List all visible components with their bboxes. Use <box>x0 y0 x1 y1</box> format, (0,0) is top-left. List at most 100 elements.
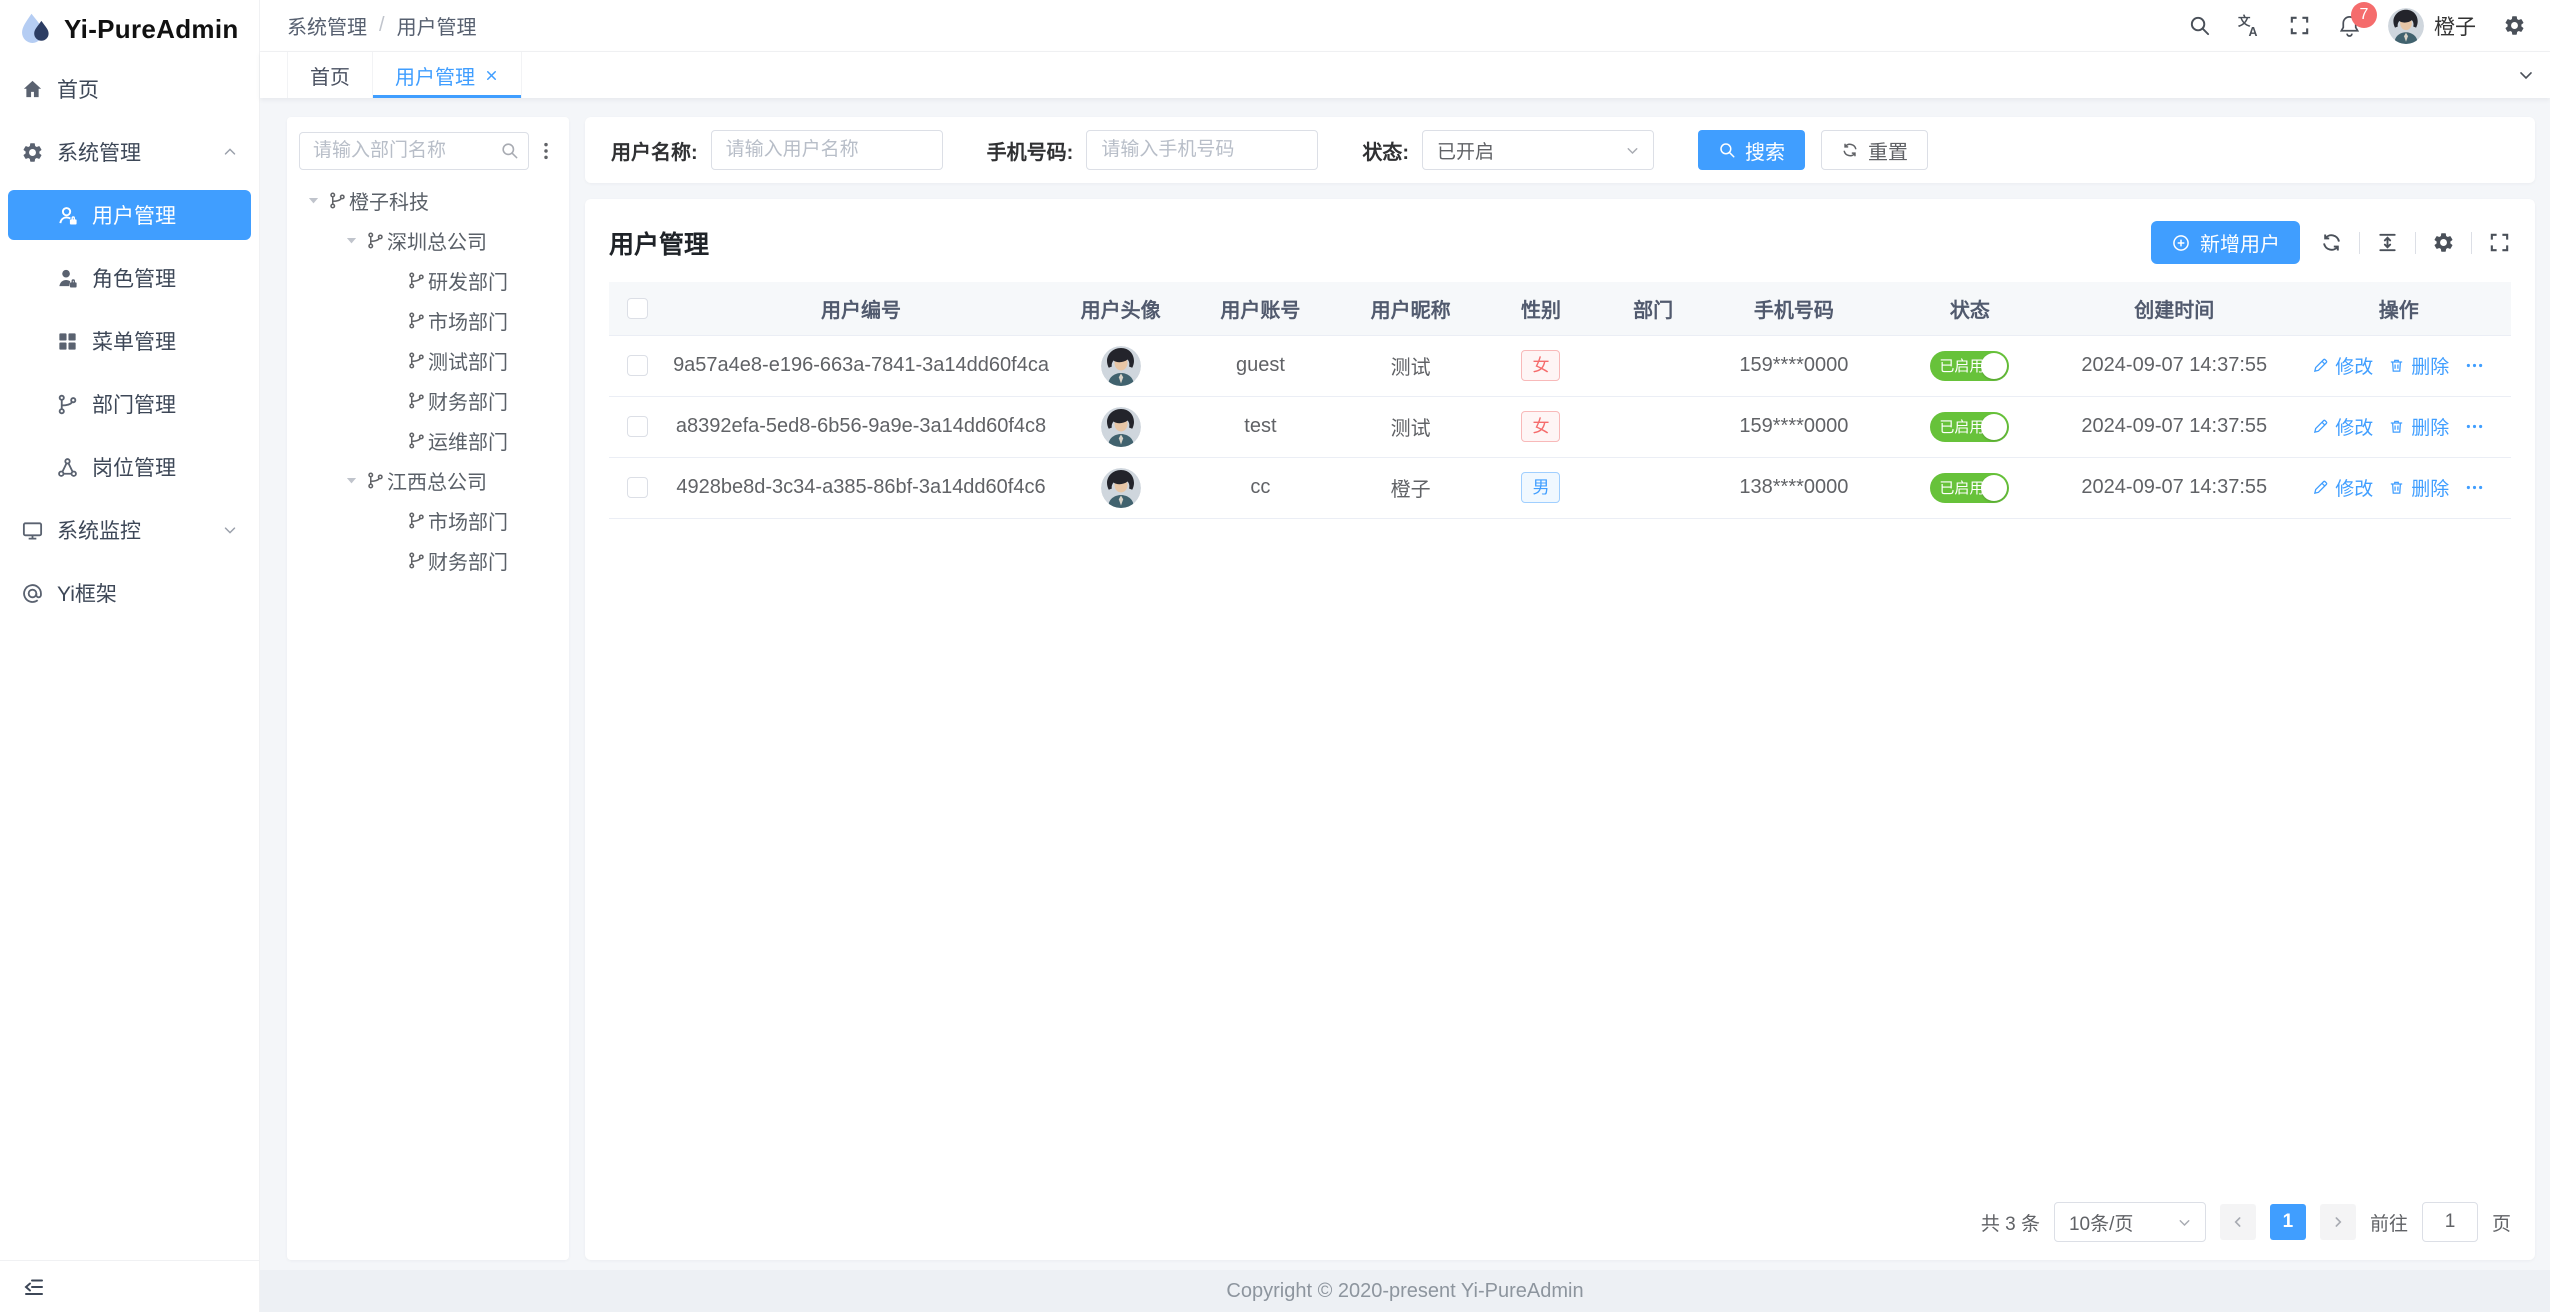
sidebar-item-label: Yi框架 <box>57 583 117 606</box>
caret-down-icon[interactable] <box>305 192 322 209</box>
user-menu[interactable]: 橙子 <box>2388 8 2476 44</box>
status-toggle[interactable]: 已启用 <box>1930 411 2010 442</box>
sidebar-item-label: 岗位管理 <box>92 457 176 480</box>
app-logo[interactable]: Yi-PureAdmin <box>0 0 259 58</box>
divider <box>2471 231 2472 254</box>
next-page-button[interactable] <box>2319 1204 2356 1240</box>
fullscreen-icon[interactable] <box>2288 14 2311 37</box>
column-header: 操作 <box>2286 282 2511 336</box>
chevron-down-icon <box>1624 142 1641 159</box>
sidebar-item-user-management[interactable]: 用户管理 <box>8 190 251 240</box>
edit-button[interactable]: 修改 <box>2312 474 2373 501</box>
page-size-select[interactable]: 10条/页 <box>2053 1202 2206 1242</box>
chevron-down-icon <box>2176 1214 2193 1231</box>
tree-node[interactable]: 市场部门 <box>297 300 559 340</box>
tree-node-label: 市场部门 <box>428 511 508 534</box>
column-settings-icon[interactable] <box>2432 231 2455 254</box>
more-actions-icon[interactable] <box>2464 355 2485 376</box>
notification-badge: 7 <box>2351 2 2377 28</box>
tree-node[interactable]: 运维部门 <box>297 420 559 460</box>
row-checkbox[interactable] <box>627 477 649 499</box>
caret-down-icon[interactable] <box>343 472 360 489</box>
settings-icon[interactable] <box>2503 14 2526 37</box>
tree-node[interactable]: 江西总公司 <box>297 460 559 500</box>
close-tab-icon[interactable] <box>484 68 499 83</box>
goto-label: 前往 <box>2369 1213 2408 1235</box>
trash-icon <box>2388 479 2405 496</box>
tab-home[interactable]: 首页 <box>287 52 373 98</box>
delete-button[interactable]: 删除 <box>2388 352 2449 379</box>
table-row: 9a57a4e8-e196-663a-7841-3a14dd60f4ca gue… <box>609 335 2511 397</box>
more-actions-icon[interactable] <box>2464 416 2485 437</box>
prev-page-button[interactable] <box>2219 1204 2256 1240</box>
fullscreen-icon[interactable] <box>2488 231 2511 254</box>
sidebar-item-department-management[interactable]: 部门管理 <box>0 379 259 429</box>
edit-button[interactable]: 修改 <box>2312 352 2373 379</box>
gender-tag: 女 <box>1521 350 1561 381</box>
sidebar-item-position-management[interactable]: 岗位管理 <box>0 442 259 492</box>
sidebar-footer <box>0 1260 259 1312</box>
tree-node[interactable]: 市场部门 <box>297 500 559 540</box>
branch-icon <box>407 431 426 450</box>
more-actions-icon[interactable] <box>2464 477 2485 498</box>
select-all-checkbox[interactable] <box>627 297 649 319</box>
tree-node[interactable]: 深圳总公司 <box>297 220 559 260</box>
row-density-icon[interactable] <box>2376 231 2399 254</box>
delete-button[interactable]: 删除 <box>2388 474 2449 501</box>
branch-icon <box>56 393 79 416</box>
sidebar-item-label: 部门管理 <box>92 394 176 417</box>
tab-user-management[interactable]: 用户管理 <box>373 52 522 98</box>
sidebar-item-system-management[interactable]: 系统管理 <box>0 127 259 177</box>
delete-button[interactable]: 删除 <box>2388 413 2449 440</box>
notifications-button[interactable]: 7 <box>2338 2 2377 37</box>
row-checkbox[interactable] <box>627 416 649 438</box>
edit-label: 修改 <box>2335 418 2374 439</box>
tree-node[interactable]: 橙子科技 <box>297 180 559 220</box>
divider <box>2415 231 2416 254</box>
sidebar-item-home[interactable]: 首页 <box>0 64 259 114</box>
status-toggle[interactable]: 已启用 <box>1930 350 2010 381</box>
sidebar-item-menu-management[interactable]: 菜单管理 <box>0 316 259 366</box>
department-search-input[interactable] <box>299 132 529 170</box>
status-toggle[interactable]: 已启用 <box>1930 472 2010 503</box>
filter-bar: 用户名称: 手机号码: 状态: 已开启 <box>585 117 2535 183</box>
edit-button[interactable]: 修改 <box>2312 413 2373 440</box>
reset-button[interactable]: 重置 <box>1821 130 1929 170</box>
tree-node[interactable]: 财务部门 <box>297 380 559 420</box>
translate-icon[interactable] <box>2238 14 2261 37</box>
sidebar-item-label: 系统监控 <box>57 520 141 543</box>
search-icon[interactable] <box>2188 14 2211 37</box>
search-button[interactable]: 搜索 <box>1698 130 1806 170</box>
grid-icon <box>56 330 79 353</box>
tab-options-button[interactable] <box>2502 52 2550 98</box>
app-title: Yi-PureAdmin <box>64 13 239 44</box>
branch-icon <box>407 391 426 410</box>
status-select[interactable]: 已开启 <box>1422 130 1655 170</box>
account-cell: guest <box>1185 335 1336 397</box>
page-number-button[interactable]: 1 <box>2269 1204 2306 1240</box>
username-input[interactable] <box>710 130 943 170</box>
row-checkbox[interactable] <box>627 355 649 377</box>
sidebar-item-system-monitor[interactable]: 系统监控 <box>0 505 259 555</box>
sidebar-item-role-management[interactable]: 角色管理 <box>0 253 259 303</box>
chevron-down-icon <box>221 521 239 539</box>
card-title: 用户管理 <box>609 230 710 259</box>
search-icon <box>1718 141 1736 159</box>
more-options-icon[interactable] <box>535 140 557 162</box>
breadcrumb-item-system[interactable]: 系统管理 <box>287 17 367 39</box>
branch-icon <box>407 311 426 330</box>
table-toolbar: 新增用户 <box>2151 221 2511 264</box>
refresh-icon[interactable] <box>2320 231 2343 254</box>
table-tools <box>2320 231 2511 254</box>
tree-node[interactable]: 研发部门 <box>297 260 559 300</box>
tree-node[interactable]: 测试部门 <box>297 340 559 380</box>
phone-input[interactable] <box>1086 130 1319 170</box>
caret-down-icon[interactable] <box>343 232 360 249</box>
goto-page-input[interactable] <box>2421 1202 2478 1242</box>
tree-node[interactable]: 财务部门 <box>297 540 559 580</box>
add-user-button[interactable]: 新增用户 <box>2151 221 2300 264</box>
page-footer: Copyright © 2020-present Yi-PureAdmin <box>260 1270 2550 1312</box>
reset-button-label: 重置 <box>1868 141 1909 164</box>
sidebar-item-yi-framework[interactable]: Yi框架 <box>0 568 259 618</box>
collapse-sidebar-icon[interactable] <box>22 1275 46 1299</box>
